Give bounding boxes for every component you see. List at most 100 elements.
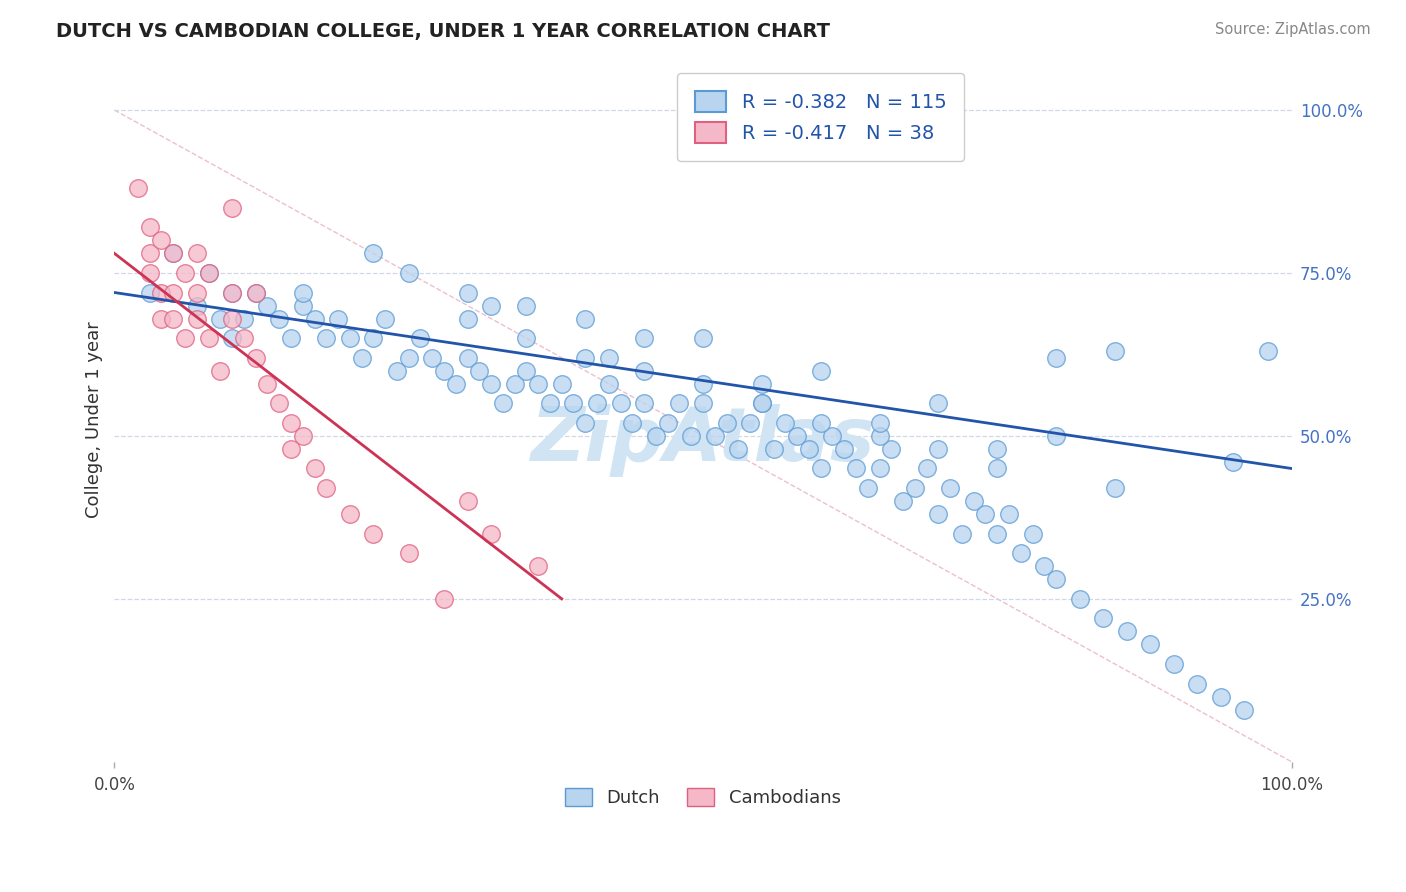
- Point: [304, 461, 326, 475]
- Point: [479, 299, 502, 313]
- Point: [197, 266, 219, 280]
- Point: [186, 285, 208, 300]
- Point: [738, 416, 761, 430]
- Point: [174, 266, 197, 280]
- Point: [457, 351, 479, 365]
- Point: [551, 376, 574, 391]
- Point: [927, 442, 949, 456]
- Point: [503, 376, 526, 391]
- Point: [162, 311, 184, 326]
- Point: [1021, 526, 1043, 541]
- Point: [986, 442, 1008, 456]
- Point: [186, 246, 208, 260]
- Point: [856, 481, 879, 495]
- Point: [350, 351, 373, 365]
- Point: [398, 266, 420, 280]
- Point: [562, 396, 585, 410]
- Point: [398, 546, 420, 560]
- Point: [621, 416, 644, 430]
- Point: [904, 481, 927, 495]
- Point: [703, 429, 725, 443]
- Point: [138, 285, 160, 300]
- Point: [986, 526, 1008, 541]
- Point: [221, 285, 243, 300]
- Point: [363, 526, 385, 541]
- Point: [1045, 429, 1067, 443]
- Point: [1222, 455, 1244, 469]
- Point: [433, 591, 456, 606]
- Point: [186, 311, 208, 326]
- Point: [927, 507, 949, 521]
- Point: [398, 351, 420, 365]
- Point: [269, 396, 291, 410]
- Point: [1092, 611, 1115, 625]
- Point: [797, 442, 820, 456]
- Point: [457, 494, 479, 508]
- Point: [197, 266, 219, 280]
- Point: [986, 461, 1008, 475]
- Point: [232, 331, 254, 345]
- Point: [515, 299, 537, 313]
- Point: [221, 285, 243, 300]
- Point: [444, 376, 467, 391]
- Point: [891, 494, 914, 508]
- Point: [1104, 481, 1126, 495]
- Point: [586, 396, 609, 410]
- Point: [574, 351, 596, 365]
- Point: [256, 299, 278, 313]
- Point: [209, 364, 232, 378]
- Point: [810, 461, 832, 475]
- Point: [269, 311, 291, 326]
- Point: [256, 376, 278, 391]
- Point: [974, 507, 997, 521]
- Point: [727, 442, 749, 456]
- Point: [339, 507, 361, 521]
- Point: [1187, 676, 1209, 690]
- Legend: Dutch, Cambodians: Dutch, Cambodians: [558, 780, 848, 814]
- Point: [245, 351, 267, 365]
- Point: [150, 233, 173, 247]
- Point: [162, 246, 184, 260]
- Point: [479, 376, 502, 391]
- Point: [821, 429, 844, 443]
- Point: [609, 396, 631, 410]
- Text: ZipAtlas: ZipAtlas: [530, 404, 876, 476]
- Point: [304, 311, 326, 326]
- Point: [162, 285, 184, 300]
- Point: [245, 285, 267, 300]
- Point: [363, 246, 385, 260]
- Point: [810, 416, 832, 430]
- Point: [186, 299, 208, 313]
- Point: [1045, 351, 1067, 365]
- Point: [363, 331, 385, 345]
- Point: [280, 331, 302, 345]
- Point: [409, 331, 432, 345]
- Point: [633, 396, 655, 410]
- Point: [786, 429, 808, 443]
- Point: [598, 351, 620, 365]
- Point: [326, 311, 349, 326]
- Point: [1139, 637, 1161, 651]
- Point: [433, 364, 456, 378]
- Point: [538, 396, 561, 410]
- Point: [692, 396, 714, 410]
- Point: [716, 416, 738, 430]
- Point: [915, 461, 938, 475]
- Point: [291, 285, 314, 300]
- Point: [385, 364, 408, 378]
- Point: [291, 429, 314, 443]
- Point: [515, 331, 537, 345]
- Point: [339, 331, 361, 345]
- Point: [1104, 344, 1126, 359]
- Point: [751, 396, 773, 410]
- Point: [633, 331, 655, 345]
- Point: [150, 311, 173, 326]
- Point: [280, 416, 302, 430]
- Point: [280, 442, 302, 456]
- Point: [162, 246, 184, 260]
- Point: [869, 416, 891, 430]
- Point: [950, 526, 973, 541]
- Y-axis label: College, Under 1 year: College, Under 1 year: [86, 321, 103, 518]
- Point: [420, 351, 443, 365]
- Point: [751, 396, 773, 410]
